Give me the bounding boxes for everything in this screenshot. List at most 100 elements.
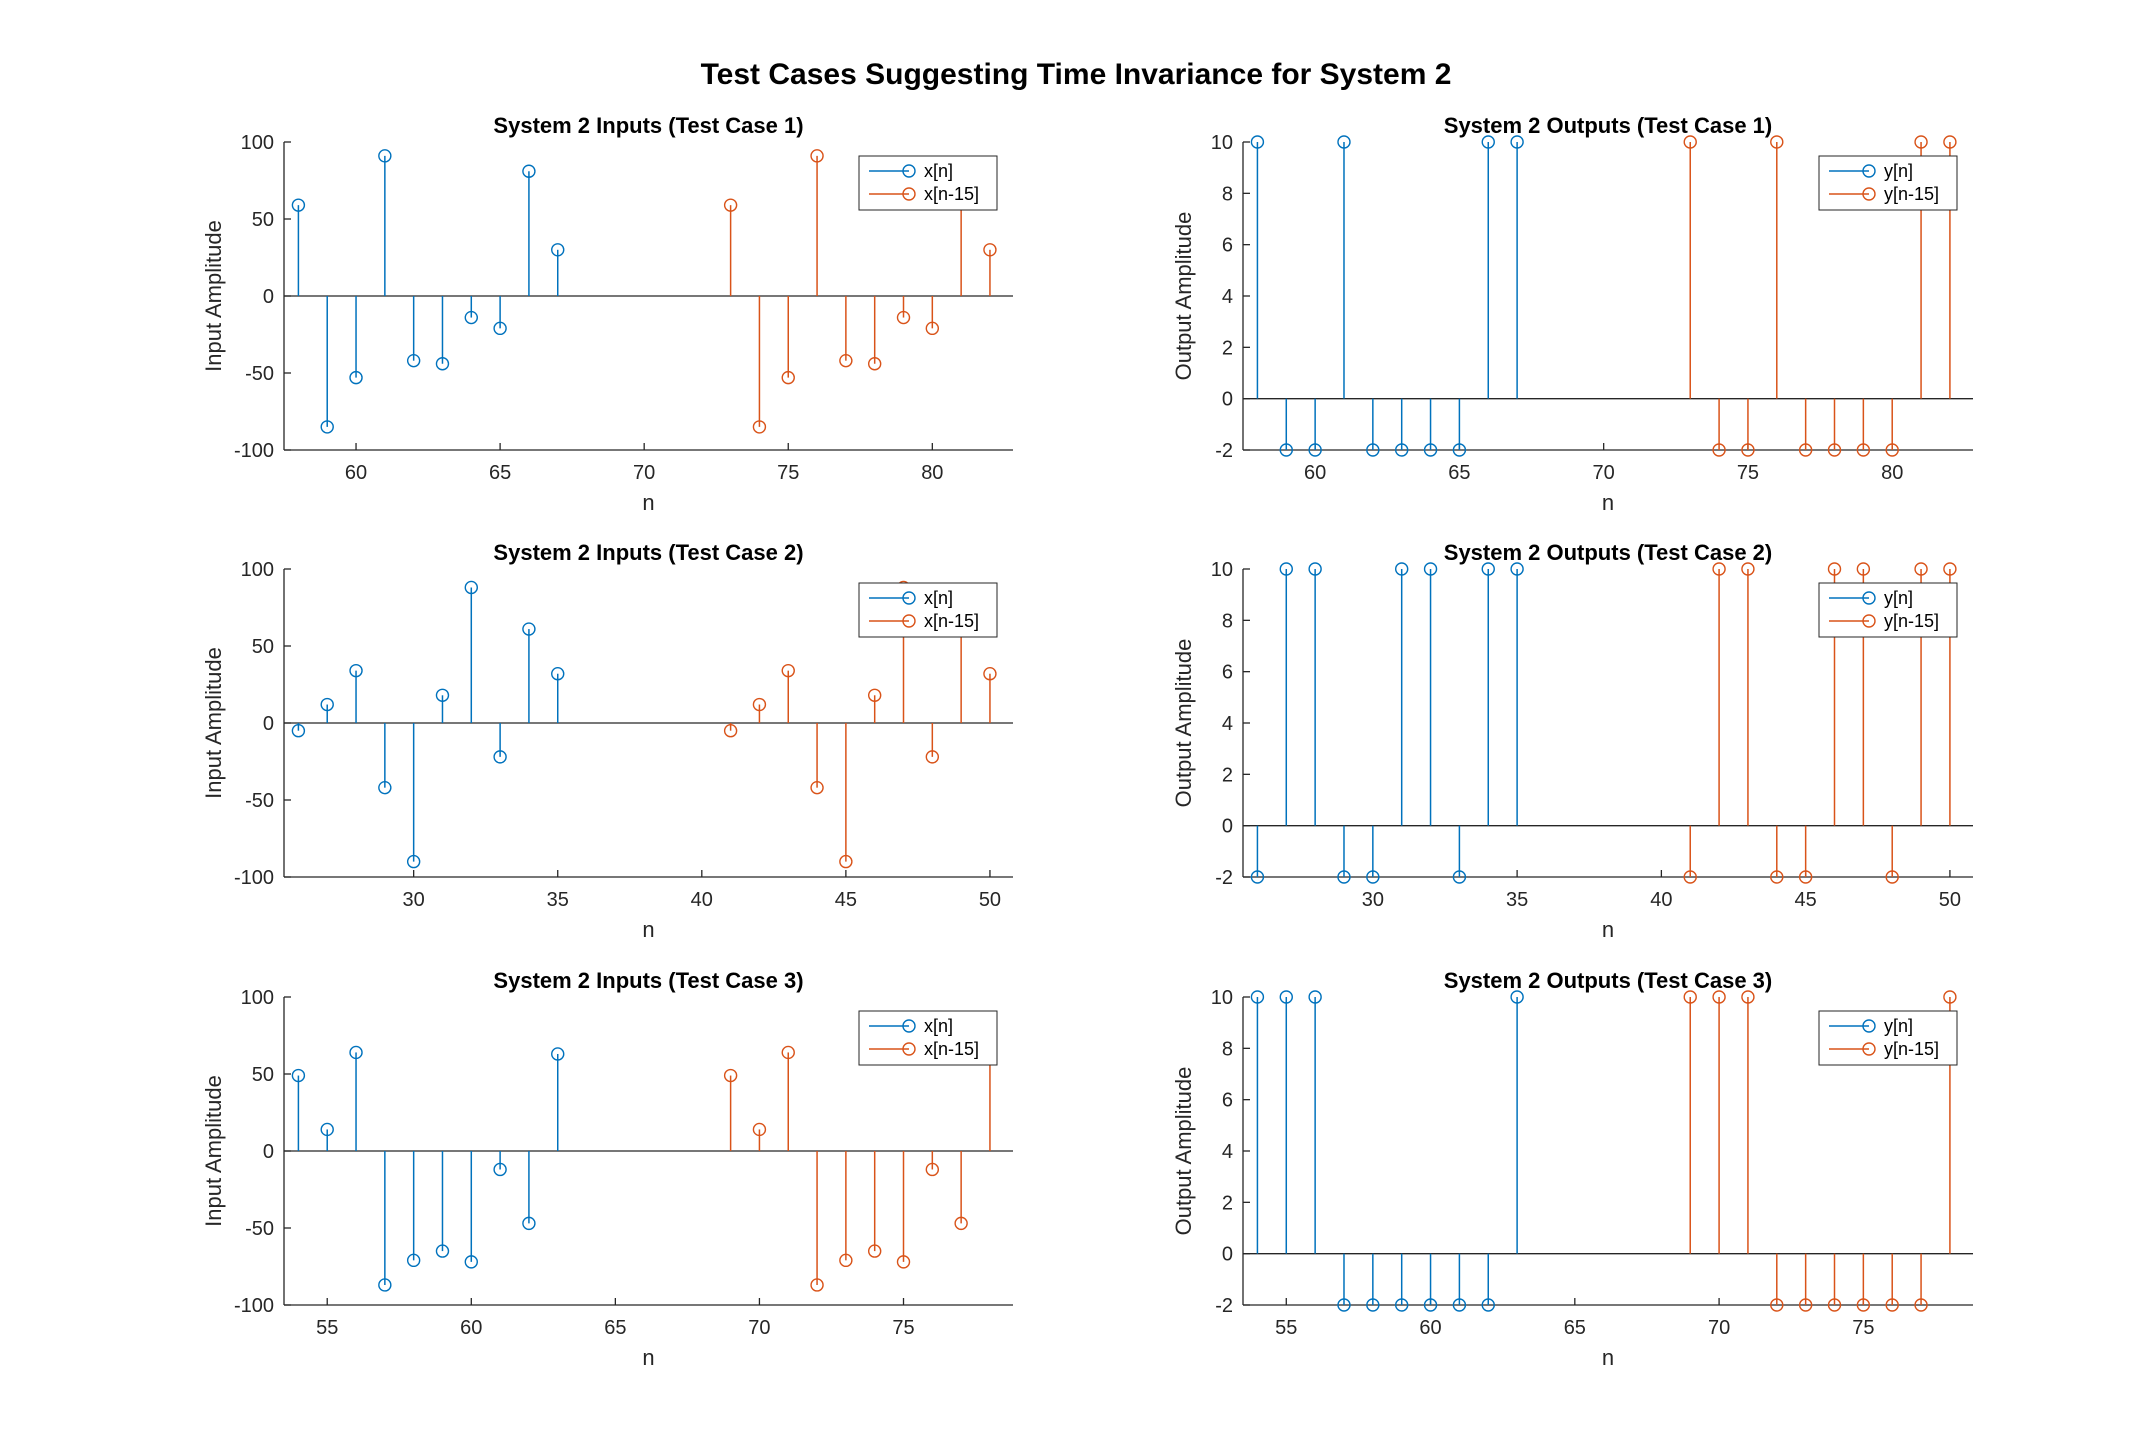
x-tick-label: 70 [1708, 1317, 1730, 1339]
y-tick-label: -50 [245, 363, 274, 385]
stem-marker [1394, 562, 1409, 576]
x-tick-label: 75 [1852, 1317, 1874, 1339]
y-tick-label: 0 [263, 713, 274, 735]
y-axis-label: Output Amplitude [1171, 639, 1196, 808]
y-tick-label: 2 [1222, 764, 1233, 786]
legend-label: y[n-15] [1884, 611, 1939, 631]
x-axis-label: n [1602, 917, 1614, 942]
legend-label: x[n-15] [924, 184, 979, 204]
stem-marker [781, 370, 795, 385]
stem-marker [493, 1162, 507, 1177]
legend: x[n] x[n-15] [858, 155, 998, 211]
stem-marker [1308, 990, 1322, 1004]
stem-marker [1712, 990, 1726, 1004]
stem-marker [1943, 562, 1957, 576]
stem-marker [752, 1122, 767, 1137]
y-axis-label: Input Amplitude [201, 1075, 226, 1227]
x-axis-label: n [1602, 1345, 1614, 1370]
stem-marker [1943, 990, 1957, 1004]
stem-marker [1885, 1298, 1899, 1312]
legend-box [858, 582, 998, 638]
stem-marker [1770, 135, 1784, 149]
legend: y[n] y[n-15] [1818, 1010, 1958, 1066]
legend: x[n] x[n-15] [858, 1010, 998, 1066]
stem-marker [1423, 562, 1438, 576]
stem-marker [1279, 990, 1293, 1004]
stem-marker [406, 1253, 421, 1268]
stem-marker [1452, 1298, 1467, 1312]
x-tick-label: 30 [403, 889, 425, 911]
x-tick-label: 35 [547, 889, 569, 911]
subplot-title: System 2 Inputs (Test Case 2) [493, 540, 803, 565]
stem-marker [1770, 1298, 1784, 1312]
x-tick-label: 70 [633, 462, 655, 484]
subplot-title: System 2 Outputs (Test Case 3) [1444, 968, 1772, 993]
stem-marker [810, 780, 824, 795]
stem-marker [464, 580, 478, 595]
y-tick-label: 10 [1211, 987, 1233, 1009]
y-tick-label: 8 [1222, 183, 1233, 205]
legend-marker [902, 614, 916, 628]
stem-marker [1481, 562, 1495, 576]
stem-marker [378, 149, 392, 163]
subplot-4: -2 0 2 4 6 8 10 30 35 40 45 50 System 2 Outputs (Tes… [1171, 540, 1973, 942]
legend-label: y[n-15] [1884, 1039, 1939, 1059]
stem-marker [1481, 135, 1495, 149]
legend-box [858, 155, 998, 211]
x-tick-label: 80 [921, 462, 943, 484]
stem-marker [839, 854, 853, 869]
stem-marker [1712, 443, 1726, 457]
x-axis-label: n [1602, 490, 1614, 515]
legend-label: y[n] [1884, 588, 1913, 608]
stem-marker [378, 1278, 392, 1292]
stem-marker [1394, 1298, 1409, 1312]
stem-marker [925, 321, 940, 336]
stem-marker [291, 198, 306, 212]
stem-marker [349, 1045, 363, 1060]
legend: y[n] y[n-15] [1818, 582, 1958, 638]
stem-marker [896, 1255, 911, 1269]
stem-marker [1741, 562, 1755, 576]
stem-marker [1366, 870, 1380, 884]
legend-marker [902, 1019, 916, 1033]
y-tick-label: -100 [234, 440, 274, 462]
x-tick-label: 75 [777, 462, 799, 484]
y-tick-label: 50 [252, 636, 274, 658]
legend-label: y[n-15] [1884, 184, 1939, 204]
x-axis-label: n [642, 1345, 654, 1370]
y-tick-label: -100 [234, 1295, 274, 1317]
stem-marker [1683, 135, 1697, 149]
stem-marker [406, 353, 421, 368]
stem-marker [522, 622, 536, 636]
stem-marker [1943, 135, 1957, 149]
stem-marker [1741, 443, 1755, 457]
x-tick-label: 35 [1506, 889, 1528, 911]
stem-marker [1827, 1298, 1842, 1312]
legend-marker [1862, 164, 1876, 178]
legend-marker [902, 591, 916, 605]
x-tick-label: 45 [835, 889, 857, 911]
stem-marker [810, 149, 824, 163]
stem-marker [1452, 443, 1467, 457]
x-tick-label: 50 [979, 889, 1001, 911]
legend-marker [1862, 614, 1876, 628]
y-tick-label: 100 [241, 987, 274, 1009]
y-tick-label: 2 [1222, 337, 1233, 359]
x-axis-label: n [642, 917, 654, 942]
x-tick-label: 40 [1650, 889, 1672, 911]
stem-marker [867, 357, 882, 371]
y-tick-label: 0 [1222, 816, 1233, 838]
x-tick-label: 60 [1304, 462, 1326, 484]
stem-marker [1510, 990, 1524, 1004]
stem-marker [435, 357, 450, 371]
legend: y[n] y[n-15] [1818, 155, 1958, 211]
legend: x[n] x[n-15] [858, 582, 998, 638]
x-tick-label: 70 [748, 1317, 770, 1339]
stem-marker [752, 420, 767, 434]
subplot-title: System 2 Outputs (Test Case 2) [1444, 540, 1772, 565]
legend-box [858, 1010, 998, 1066]
stem-marker [1712, 562, 1726, 576]
legend-marker [1862, 1019, 1876, 1033]
subplot-5: -100 -50 0 50 100 55 60 65 70 75 System 2 Inputs (… [201, 968, 1013, 1370]
